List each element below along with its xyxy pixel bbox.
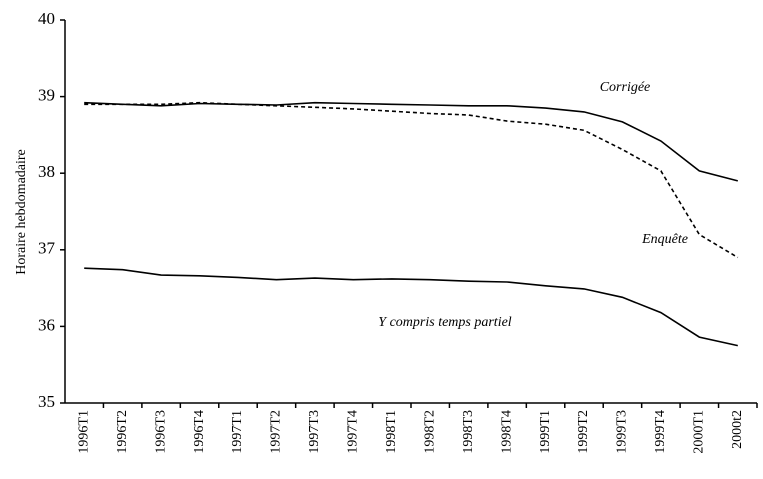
x-tick-label: 1999T4: [653, 410, 668, 454]
x-tick-label: 1998T4: [499, 410, 514, 454]
x-tick-label: 2000t2: [730, 410, 745, 449]
x-tick-label: 1997T2: [269, 410, 284, 454]
x-tick-label: 1997T4: [346, 410, 361, 454]
y-tick-label: 36: [38, 315, 55, 334]
y-tick-label: 40: [38, 9, 55, 28]
y-tick-label: 38: [38, 162, 55, 181]
x-tick-label: 1999T3: [615, 410, 630, 454]
x-tick-label: 1997T1: [230, 410, 245, 454]
x-tick-label: 1996T4: [192, 410, 207, 454]
series-line: [84, 101, 739, 259]
series-annotation: Corrigée: [600, 80, 651, 95]
y-tick-label: 39: [38, 86, 55, 105]
y-tick-label: 37: [38, 239, 56, 258]
x-tick-label: 2000T1: [692, 410, 707, 454]
series-annotation: Y compris temps partiel: [378, 315, 512, 330]
x-tick-label: 1996T3: [153, 410, 168, 454]
x-tick-label: 1999T2: [576, 410, 591, 454]
x-tick-label: 1998T1: [384, 410, 399, 454]
x-tick-label: 1998T2: [422, 410, 437, 454]
y-axis-label: Horaire hebdomadaire: [14, 149, 29, 275]
x-tick-label: 1999T1: [538, 410, 553, 454]
x-tick-label: 1996T2: [115, 410, 130, 454]
series-line: [84, 267, 738, 347]
series-annotation: Enquête: [641, 232, 688, 247]
y-tick-label: 35: [38, 392, 55, 411]
x-tick-label: 1996T1: [76, 410, 91, 454]
x-tick-label: 1998T3: [461, 410, 476, 454]
x-tick-label: 1997T3: [307, 410, 322, 454]
series-line: [84, 101, 739, 182]
